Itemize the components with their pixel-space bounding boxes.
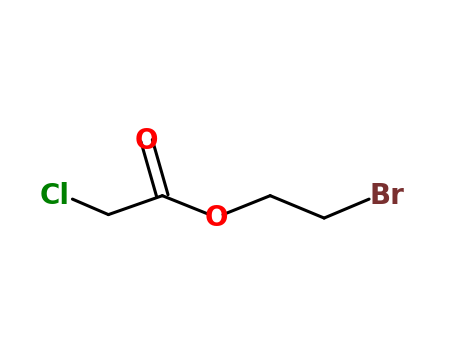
Text: O: O [135,127,158,155]
Text: Br: Br [369,182,404,210]
Text: O: O [204,204,228,232]
Text: Cl: Cl [40,182,70,210]
